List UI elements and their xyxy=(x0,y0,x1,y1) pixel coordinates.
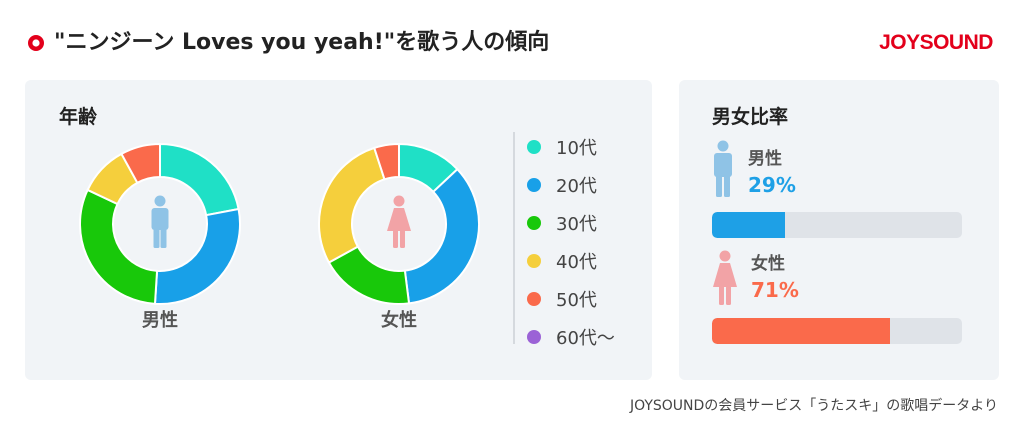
female-slice-20s xyxy=(403,167,480,305)
legend-divider xyxy=(513,132,515,344)
male-age-donut-chart xyxy=(79,142,241,305)
legend-label: 50代 xyxy=(556,290,597,311)
legend-swatch xyxy=(527,178,541,192)
legend-item: 10代 xyxy=(527,128,615,166)
male-slice-30s xyxy=(79,188,159,305)
age-panel: 年齢 男性 女性 10代 20代 30代 40代 50代 60代～ xyxy=(25,80,652,380)
female-ratio-bar-fill xyxy=(712,318,890,344)
female-chart-label: 女性 xyxy=(381,310,417,331)
female-slice-40s xyxy=(318,146,386,264)
legend-item: 30代 xyxy=(527,204,615,242)
male-ratio-bar-fill xyxy=(712,212,785,238)
male-ratio-label: 男性 xyxy=(748,149,782,169)
legend-swatch xyxy=(527,140,541,154)
legend-item: 60代～ xyxy=(527,318,615,356)
joysound-logo[interactable]: JOYSOUND xyxy=(872,28,1000,54)
gender-ratio-title: 男女比率 xyxy=(712,106,789,128)
male-slice-50s xyxy=(120,142,161,185)
logo-text: JOYSOUND xyxy=(879,31,993,54)
female-age-donut-chart xyxy=(318,142,480,305)
female-person-icon xyxy=(387,195,411,248)
legend-item: 20代 xyxy=(527,166,615,204)
age-panel-title: 年齢 xyxy=(59,106,98,128)
legend-swatch xyxy=(527,216,541,230)
male-person-icon xyxy=(151,195,169,248)
record-icon xyxy=(28,35,44,51)
male-slice-10s xyxy=(159,142,240,217)
female-icon xyxy=(713,250,737,305)
male-ratio-bar xyxy=(712,212,962,238)
legend-swatch xyxy=(527,330,541,344)
female-slice-50s xyxy=(373,142,400,181)
legend-label: 10代 xyxy=(556,138,597,159)
legend-label: 40代 xyxy=(556,252,597,273)
female-ratio-label: 女性 xyxy=(751,254,785,274)
legend-swatch xyxy=(527,292,541,306)
age-legend: 10代 20代 30代 40代 50代 60代～ xyxy=(527,128,615,356)
data-source-note: JOYSOUNDの会員サービス「うたスキ」の歌唱データより xyxy=(629,398,998,414)
legend-label: 30代 xyxy=(556,214,597,235)
legend-label: 20代 xyxy=(556,176,597,197)
legend-swatch xyxy=(527,254,541,268)
legend-label: 60代～ xyxy=(556,328,615,349)
legend-item: 40代 xyxy=(527,242,615,280)
page-title: "ニンジーン Loves you yeah!"を歌う人の傾向 xyxy=(54,30,550,55)
legend-item: 50代 xyxy=(527,280,615,318)
female-ratio-bar xyxy=(712,318,962,344)
gender-ratio-panel: 男女比率 男性 29% 女性 71% xyxy=(679,80,999,380)
male-slice-20s xyxy=(153,207,241,305)
male-chart-label: 男性 xyxy=(142,310,178,331)
male-ratio-percent: 29% xyxy=(748,173,796,197)
male-icon xyxy=(714,140,732,197)
female-ratio-percent: 71% xyxy=(751,278,799,302)
